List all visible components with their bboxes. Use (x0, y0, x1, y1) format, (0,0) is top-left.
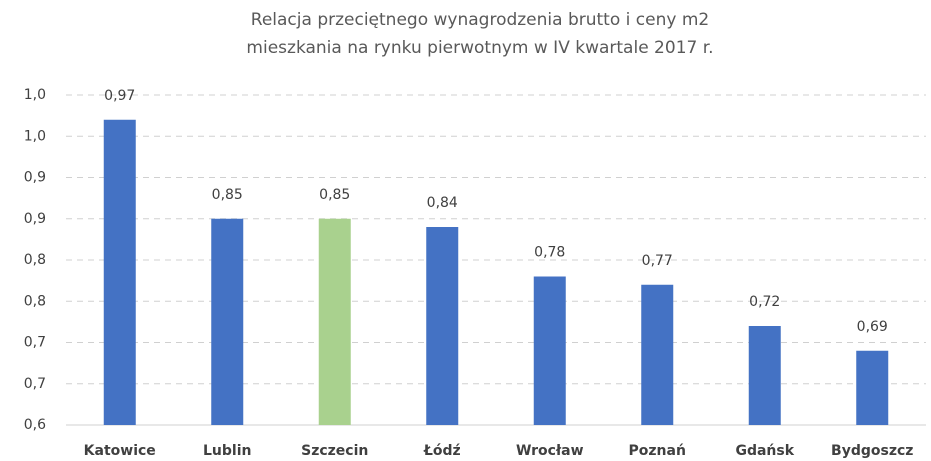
bar (641, 284, 674, 425)
data-label: 0,97 (104, 88, 135, 104)
y-tick-label: 0,9 (24, 211, 46, 227)
x-tick-label: Szczecin (301, 443, 368, 459)
x-tick-label: Łódź (423, 443, 461, 459)
chart-title: mieszkania na rynku pierwotnym w IV kwar… (246, 38, 713, 58)
data-label: 0,77 (642, 253, 673, 269)
data-label: 0,78 (534, 245, 565, 261)
bar (211, 218, 244, 425)
x-tick-label: Lublin (203, 443, 251, 459)
bar (533, 276, 566, 425)
bar (748, 326, 781, 425)
x-tick-label: Wrocław (516, 443, 584, 459)
y-tick-label: 0,8 (24, 252, 46, 268)
y-tick-label: 0,9 (24, 170, 46, 186)
y-tick-label: 0,8 (24, 293, 46, 309)
y-tick-label: 1,0 (24, 87, 46, 103)
x-tick-label: Poznań (629, 443, 686, 459)
chart-title: Relacja przeciętnego wynagrodzenia brutt… (251, 10, 709, 30)
y-tick-label: 0,6 (24, 417, 46, 433)
y-tick-label: 0,7 (24, 376, 46, 392)
data-label: 0,85 (319, 187, 350, 203)
x-tick-label: Katowice (84, 443, 156, 459)
y-tick-label: 0,7 (24, 335, 46, 351)
bar (426, 227, 459, 425)
x-tick-label: Bydgoszcz (831, 443, 913, 459)
data-label: 0,85 (212, 187, 243, 203)
y-tick-label: 1,0 (24, 128, 46, 144)
data-label: 0,72 (749, 294, 780, 310)
x-tick-label: Gdańsk (735, 443, 794, 459)
data-label: 0,84 (427, 195, 458, 211)
bar (856, 350, 889, 425)
bar (318, 218, 351, 425)
data-label: 0,69 (857, 319, 888, 335)
bar (103, 119, 136, 425)
